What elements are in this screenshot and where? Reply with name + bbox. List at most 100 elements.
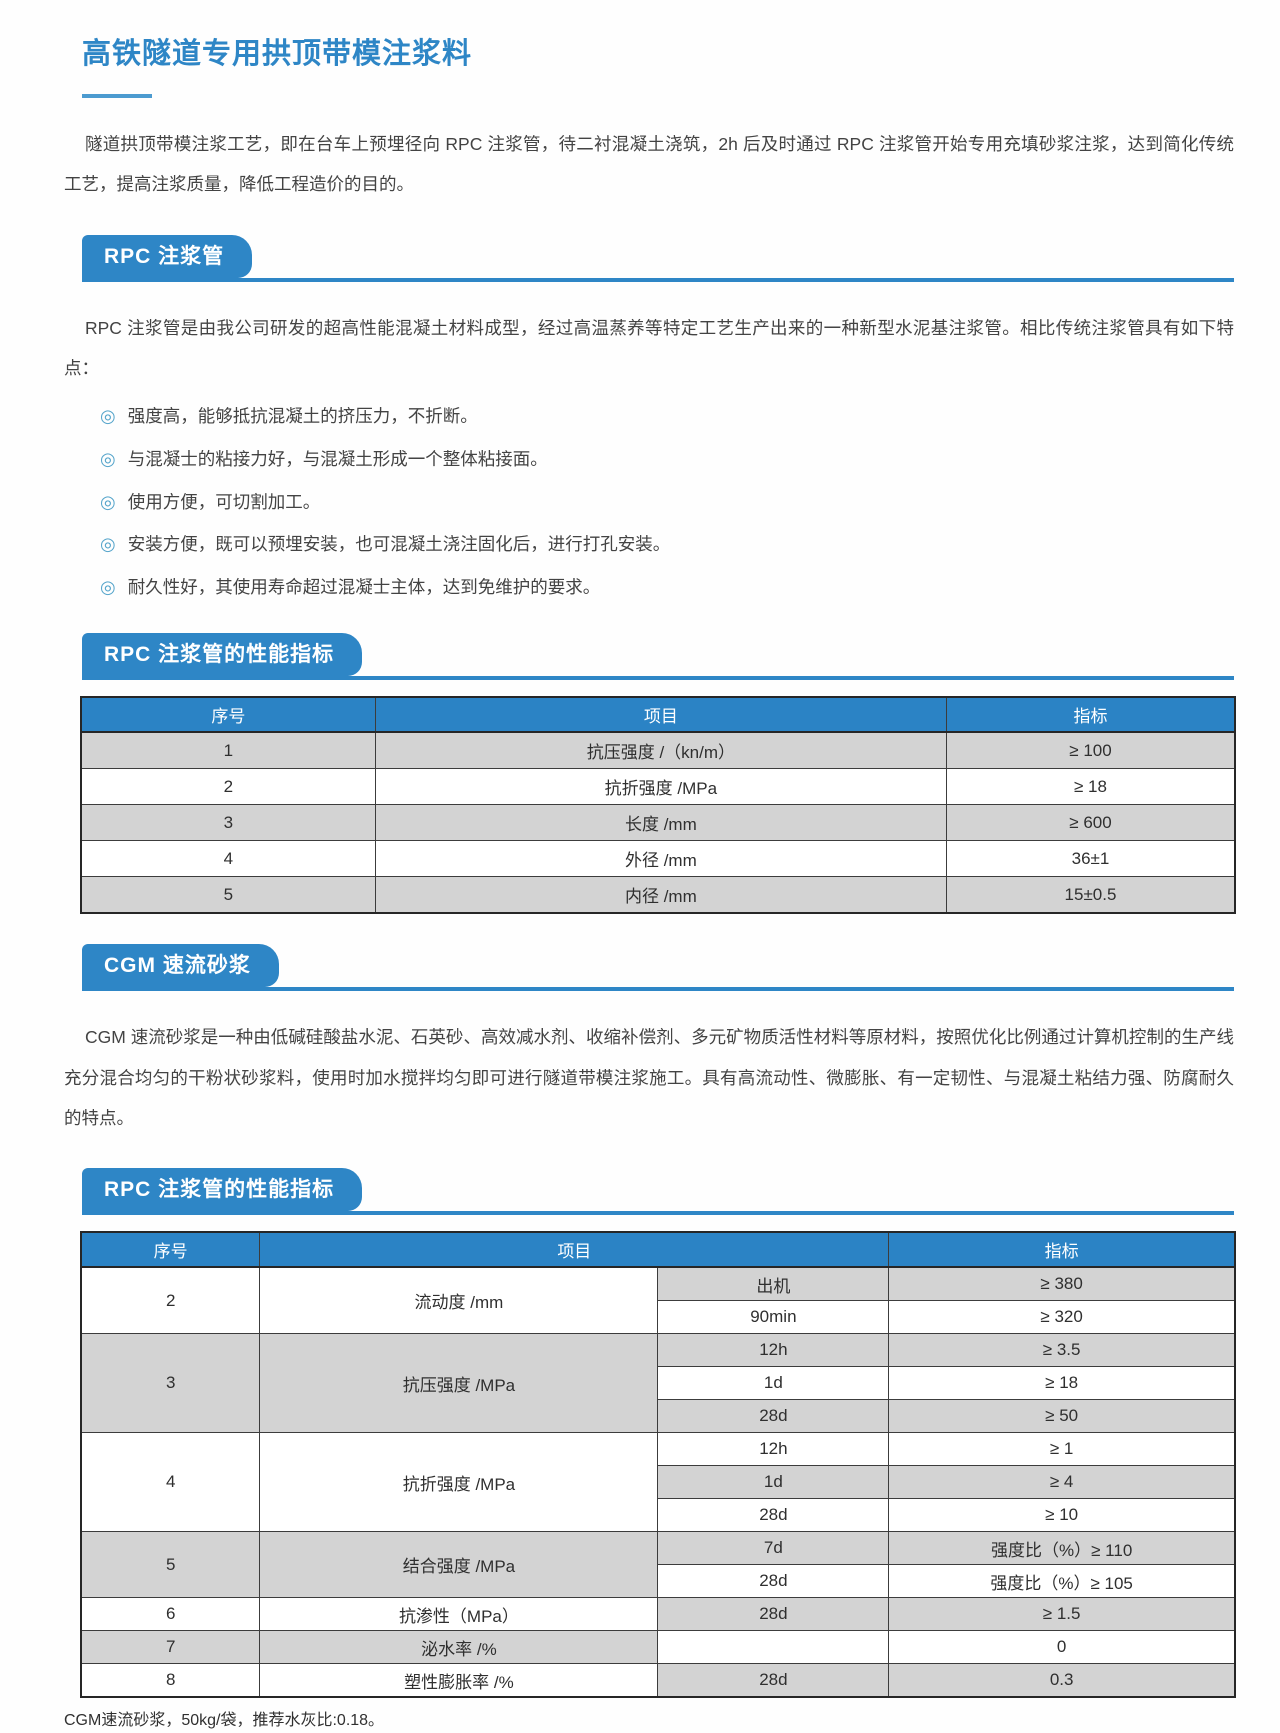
condition-cell: 28d [657,1597,890,1632]
bullet-icon: ◎ [100,406,116,427]
condition-cell [657,1630,890,1665]
feature-item: ◎ 与混凝士的粘接力好，与混凝土形成一个整体粘接面。 [100,445,1234,475]
value-cell: ≥ 3.5 [888,1333,1236,1368]
value-cell: 36±1 [945,840,1236,878]
value-cell: ≥ 1.5 [888,1597,1236,1632]
feature-list: ◎ 强度高，能够抵抗混凝土的挤压力，不折断。 ◎ 与混凝士的粘接力好，与混凝土形成一个… [64,402,1234,602]
rpc-pipe-paragraph: RPC 注浆管是由我公司研发的超高性能混凝土材料成型，经过高温蒸养等特定工艺生产… [64,317,1234,379]
condition-cell: 出机 [657,1266,890,1302]
feature-item: ◎ 使用方便，可切割加工。 [100,488,1234,518]
title-underline [82,94,152,98]
bullet-icon: ◎ [100,491,116,512]
item-cell: 外径 /mm [374,840,947,878]
serial-cell: 2 [80,1266,261,1335]
item-cell: 抗压强度 /（kn/m） [374,731,947,770]
serial-cell: 8 [80,1663,261,1698]
value-cell: ≥ 4 [888,1465,1236,1500]
table-header-row: 序号 项目 指标 [80,1231,1236,1269]
serial-cell: 4 [80,840,376,878]
column-header: 指标 [888,1231,1236,1269]
table-row: 5 内径 /mm 15±0.5 [80,876,1236,914]
condition-cell: 12h [657,1333,890,1368]
value-cell: 强度比（%）≥ 110 [888,1531,1236,1566]
section-header-rpc-pipe: RPC 注浆管 [82,234,1234,282]
feature-text: 耐久性好，其使用寿命超过混凝士主体，达到免维护的要求。 [127,577,601,598]
section-header-cgm-table: RPC 注浆管的性能指标 [82,1168,1234,1216]
page-title: 高铁隧道专用拱顶带模注浆料 [82,38,473,70]
value-cell: ≥ 18 [888,1366,1236,1401]
table-row: 4 抗折强度 /MPa 12h ≥ 1 [80,1432,1236,1533]
item-cell: 抗折强度 /MPa [259,1432,659,1533]
item-cell: 内径 /mm [374,876,947,914]
feature-text: 与混凝士的粘接力好，与混凝土形成一个整体粘接面。 [127,448,548,469]
section-header-cgm: CGM 速流砂浆 [82,944,1234,992]
table-row: 6 抗渗性（MPa） 28d ≥ 1.5 [80,1597,1236,1632]
table-row: 3 长度 /mm ≥ 600 [80,804,1236,842]
cgm-mortar-spec-table: 序号 项目 指标 2 流动度 /mm 出机 ≥ 380 90min ≥ 320 3 抗压强度 /M… [80,1231,1236,1699]
value-cell: ≥ 600 [945,804,1236,842]
item-cell: 长度 /mm [374,804,947,842]
bullet-icon: ◎ [100,577,116,598]
section-badge: RPC 注浆管的性能指标 [82,632,363,677]
table-row: 90min ≥ 320 [81,1300,1236,1335]
item-cell: 抗渗性（MPa） [259,1597,659,1632]
table-row: 28d ≥ 50 [81,1399,1236,1434]
intro-paragraph: 隧道拱顶带模注浆工艺，即在台车上预埋径向 RPC 注浆管，待二衬混凝土浇筑，2h… [64,134,1234,195]
rpc-pipe-spec-table: 序号 项目 指标 1 抗压强度 /（kn/m） ≥ 100 2 抗折强度 /MPa ≥ 18 3… [80,696,1236,915]
value-cell: ≥ 10 [888,1498,1236,1533]
feature-item: ◎ 强度高，能够抵抗混凝土的挤压力，不折断。 [100,402,1234,432]
value-cell: 0.3 [888,1663,1236,1698]
value-cell: ≥ 380 [888,1266,1236,1302]
serial-cell: 4 [80,1432,261,1533]
table-row: 2 流动度 /mm 出机 ≥ 380 [80,1266,1236,1335]
table-row: 4 外径 /mm 36±1 [80,840,1236,878]
feature-text: 使用方便，可切割加工。 [127,491,321,512]
table-row: 5 结合强度 /MPa 7d 强度比（%）≥ 110 [80,1531,1236,1599]
feature-item: ◎ 安装方便，既可以预埋安装，也可混凝土浇注固化后，进行打孔安装。 [100,530,1234,560]
section-badge: RPC 注浆管的性能指标 [82,1168,363,1212]
value-cell: 15±0.5 [945,876,1236,914]
serial-cell: 1 [80,731,376,770]
value-cell: 强度比（%）≥ 105 [888,1564,1236,1599]
table-row: 28d ≥ 10 [81,1498,1236,1533]
column-header: 项目 [259,1231,890,1269]
serial-cell: 5 [80,876,376,914]
condition-cell: 28d [657,1498,890,1533]
condition-cell: 1d [657,1366,890,1401]
footnote: CGM速流砂浆，50kg/袋，推荐水灰比:0.18。 [64,1712,385,1730]
serial-cell: 3 [80,804,376,842]
condition-cell: 12h [657,1432,890,1467]
feature-text: 强度高，能够抵抗混凝土的挤压力，不折断。 [127,406,478,427]
item-cell: 塑性膨胀率 /% [259,1663,659,1698]
table-row: 1d ≥ 4 [81,1465,1236,1500]
feature-text: 安装方便，既可以预埋安装，也可混凝土浇注固化后，进行打孔安装。 [127,534,671,555]
section-badge: RPC 注浆管 [82,234,253,278]
condition-cell: 28d [657,1399,890,1434]
condition-cell: 28d [657,1663,890,1698]
item-cell: 结合强度 /MPa [259,1531,659,1599]
column-header: 指标 [945,696,1236,734]
section-header-rpc-table: RPC 注浆管的性能指标 [82,632,1234,681]
value-cell: 0 [888,1630,1236,1665]
bullet-icon: ◎ [100,448,116,469]
condition-cell: 90min [657,1300,890,1335]
condition-cell: 28d [657,1564,890,1599]
value-cell: ≥ 18 [945,768,1236,806]
table-row: 8 塑性膨胀率 /% 28d 0.3 [80,1663,1236,1698]
value-cell: ≥ 1 [888,1432,1236,1467]
column-header: 项目 [374,696,947,734]
value-cell: ≥ 100 [945,731,1236,770]
serial-cell: 2 [80,768,376,806]
bullet-icon: ◎ [100,534,116,555]
table-row: 1 抗压强度 /（kn/m） ≥ 100 [80,731,1236,770]
item-cell: 抗压强度 /MPa [259,1333,659,1434]
value-cell: ≥ 320 [888,1300,1236,1335]
table-header-row: 序号 项目 指标 [80,1231,1236,1269]
serial-cell: 7 [80,1630,261,1665]
item-cell: 泌水率 /% [259,1630,659,1665]
table-row: 2 抗折强度 /MPa ≥ 18 [80,768,1236,806]
condition-cell: 1d [657,1465,890,1500]
item-cell: 流动度 /mm [259,1266,659,1335]
table-header-row: 序号 项目 指标 [80,696,1236,734]
